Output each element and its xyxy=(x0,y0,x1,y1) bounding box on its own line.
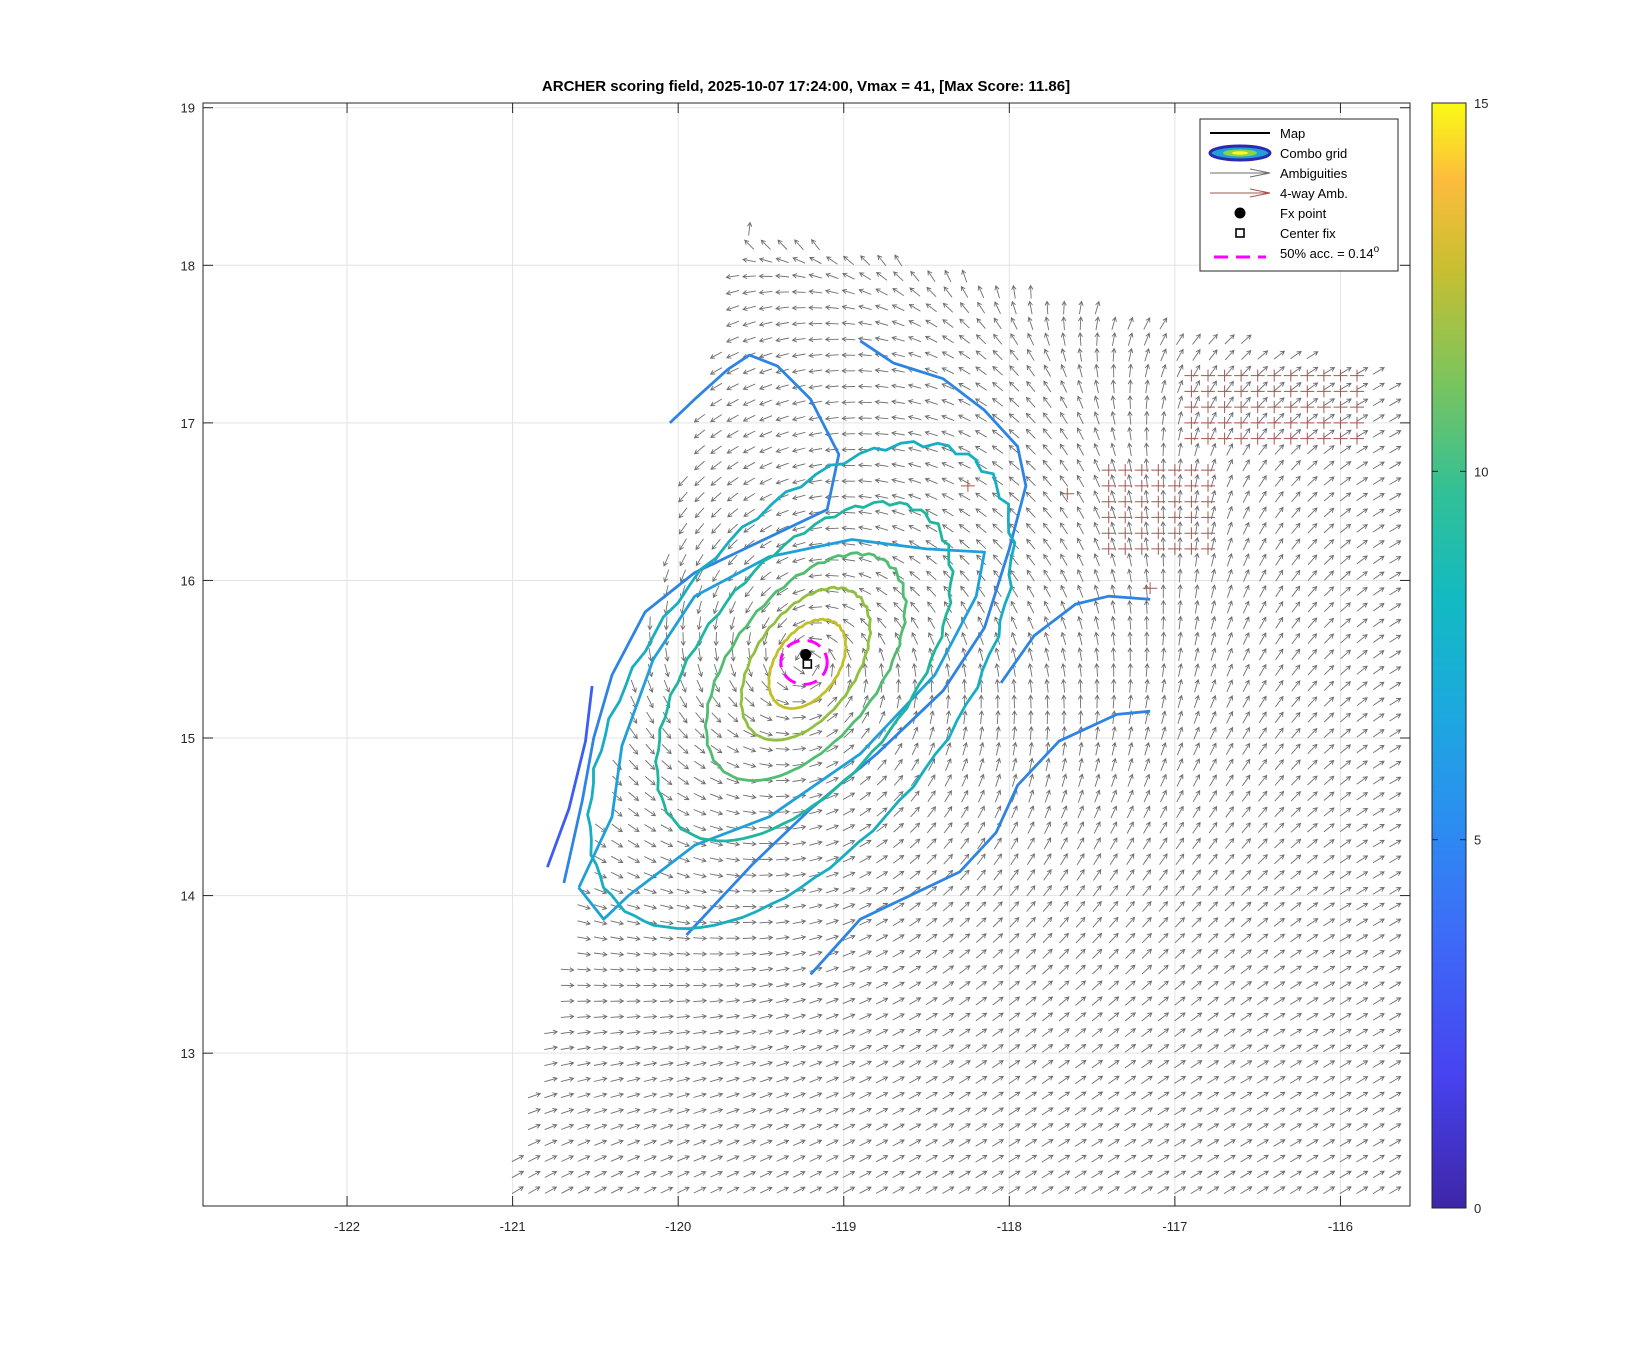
legend-entry-amb4: 4-way Amb. xyxy=(1210,186,1348,201)
y-tick-label: 16 xyxy=(181,573,195,588)
colorbar-tick-label: 5 xyxy=(1474,833,1481,848)
y-tick-label: 14 xyxy=(181,889,195,904)
legend-label-map: Map xyxy=(1280,126,1305,141)
colorbar-gradient xyxy=(1431,102,1467,1209)
contour-level-1-segment xyxy=(809,709,1151,976)
colorbar-tick-label: 0 xyxy=(1474,1201,1481,1216)
axes-frame xyxy=(202,102,1411,1207)
legend-label-acc: 50% acc. = 0.14o xyxy=(1280,244,1380,261)
x-tick-label: -117 xyxy=(1162,1219,1187,1234)
fx-point-marker xyxy=(800,649,812,660)
legend-combo-core xyxy=(1232,151,1248,155)
legend-center-icon xyxy=(1235,228,1245,238)
legend-entry-center: Center fix xyxy=(1235,226,1336,241)
fix-markers xyxy=(779,638,829,686)
legend: Map Combo grid Ambiguities 4-way Amb. Fx poi… xyxy=(1199,118,1399,272)
ambiguity-vectors xyxy=(511,221,1402,1194)
grid xyxy=(203,103,1410,1206)
contour-level-7 xyxy=(767,617,848,710)
four-way-ambiguities xyxy=(960,369,1364,595)
y-tick-label: 18 xyxy=(181,258,195,273)
legend-entry-map: Map xyxy=(1210,126,1305,141)
chart-title: ARCHER scoring field, 2025-10-07 17:24:0… xyxy=(542,78,1070,95)
legend-entry-combo: Combo grid xyxy=(1208,144,1347,162)
x-tick-label: -116 xyxy=(1328,1219,1353,1234)
x-tick-label: -121 xyxy=(500,1219,526,1234)
legend-label-amb: Ambiguities xyxy=(1280,166,1348,181)
legend-entry-amb: Ambiguities xyxy=(1210,166,1348,181)
legend-label-center: Center fix xyxy=(1280,226,1336,241)
wind-vectors xyxy=(511,221,1402,1194)
contour-level-2-segment xyxy=(577,538,986,921)
axis-ticks: -122 -121 -120 -119 -118 -117 -116 13 14 15 16 17 18… xyxy=(181,101,1410,1234)
y-tick-label: 19 xyxy=(181,101,195,116)
y-tick-label: 17 xyxy=(181,416,195,431)
y-tick-label: 15 xyxy=(181,731,195,746)
legend-label-amb4: 4-way Amb. xyxy=(1280,186,1348,201)
colorbar-ticks: 0 5 10 15 xyxy=(1432,96,1488,1216)
score-contours xyxy=(546,339,1151,976)
accuracy-circle xyxy=(779,638,829,686)
legend-fx-icon xyxy=(1234,207,1246,219)
colorbar-tick-label: 10 xyxy=(1474,464,1488,479)
legend-label-sup: o xyxy=(1374,244,1380,255)
legend-entry-acc: 50% acc. = 0.14o xyxy=(1214,244,1380,261)
contour-level-3 xyxy=(586,440,1017,931)
legend-arrow xyxy=(1210,168,1271,178)
four-way-ambiguity-crosses xyxy=(960,369,1364,595)
colorbar: 0 5 10 15 xyxy=(1431,96,1488,1216)
legend-label-fx: Fx point xyxy=(1280,206,1327,221)
x-tick-label: -122 xyxy=(334,1219,360,1234)
contour-level-4 xyxy=(654,499,955,843)
contour-level-0-segment xyxy=(546,685,594,868)
contour-level-1-segment xyxy=(999,594,1151,684)
y-tick-label: 13 xyxy=(181,1046,195,1061)
x-tick-label: -120 xyxy=(665,1219,691,1234)
contour-level-6 xyxy=(739,585,873,742)
x-tick-label: -119 xyxy=(831,1219,856,1234)
colorbar-tick-label: 15 xyxy=(1474,96,1488,111)
legend-box xyxy=(1199,118,1399,272)
x-tick-label: -118 xyxy=(997,1219,1022,1234)
contour-level-5 xyxy=(703,551,908,783)
center-fix-marker xyxy=(802,659,813,669)
legend-label-combo: Combo grid xyxy=(1280,146,1347,161)
legend-arrow xyxy=(1210,188,1271,198)
contour-level-1-segment xyxy=(562,353,841,884)
legend-entry-fx: Fx point xyxy=(1234,206,1327,221)
